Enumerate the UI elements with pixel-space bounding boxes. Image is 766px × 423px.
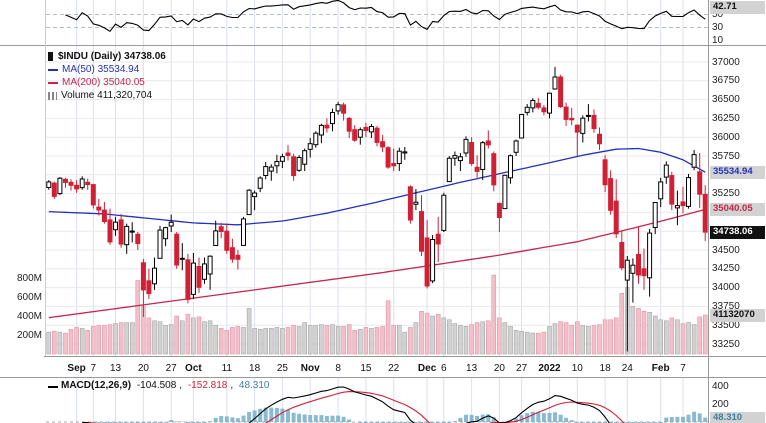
macd-signal-value: -152.818 — [187, 380, 228, 391]
price-axis-label: 36750 — [712, 75, 740, 87]
x-axis-label: 10 — [571, 363, 583, 374]
symbol-last-price: 34738.06 — [124, 51, 166, 62]
ma50-label: MA(50) — [62, 64, 95, 75]
ma200-value-badge: 35040.05 — [710, 203, 765, 217]
ma50-value: 35534.94 — [97, 64, 140, 75]
x-axis-label: 13 — [466, 363, 478, 374]
x-axis-label: 18 — [249, 363, 261, 374]
price-axis-label: 33750 — [712, 300, 740, 312]
x-axis-label: 6 — [441, 363, 447, 374]
ma200-line-icon — [48, 81, 58, 84]
x-axis-label: 13 — [109, 363, 122, 374]
price-axis-label: 34250 — [712, 263, 740, 275]
x-axis-label: 7 — [680, 363, 686, 374]
macd-line-icon — [48, 386, 58, 388]
volume-axis-label: 800M — [16, 272, 42, 284]
price-axis-label: 36500 — [712, 94, 740, 106]
volume-axis-label: 200M — [16, 329, 42, 341]
price-axis-label: 33250 — [712, 338, 740, 350]
comma1: , — [179, 380, 183, 391]
price-axis-label: 36000 — [712, 131, 740, 143]
x-axis-label: Feb — [651, 363, 670, 374]
x-axis-label: 27 — [165, 363, 177, 374]
volume-legend-row: Volume 411,320,704 — [48, 89, 166, 102]
ma200-label: MA(200) — [62, 77, 101, 88]
symbol-name: $INDU (Daily) — [58, 51, 122, 62]
macd-hist-badge: 48.310 — [710, 411, 765, 423]
last-price-badge: 34738.06 — [710, 225, 765, 239]
x-axis-label: Dec — [417, 363, 437, 374]
ma50-line-icon — [48, 68, 58, 71]
macd-axis-label: 200 — [712, 398, 729, 410]
oscillator-axis-label: 30 — [712, 22, 724, 33]
price-axis-label: 33500 — [712, 319, 740, 331]
x-axis-label: Nov — [300, 363, 320, 374]
macd-hist-value: 48.310 — [238, 380, 270, 391]
x-axis-label: 18 — [599, 363, 611, 374]
x-axis-label: 20 — [137, 363, 149, 374]
volume-axis-label: 400M — [16, 310, 42, 322]
price-axis-label: 34000 — [712, 282, 740, 294]
macd-value: -104.508 — [136, 380, 177, 391]
x-axis-label: 24 — [621, 363, 633, 374]
x-axis-label: 11 — [221, 363, 232, 374]
x-axis-label: Oct — [185, 363, 202, 374]
macd-legend: MACD(12,26,9) -104.508, -152.818, 48.310 — [48, 379, 273, 392]
price-axis-label: 35250 — [712, 188, 740, 200]
x-axis-label: 8 — [335, 363, 341, 374]
macd-axis-label: 400 — [712, 380, 729, 392]
oscillator-axis-label: 50 — [712, 9, 724, 20]
price-axis-label: 34500 — [712, 244, 740, 256]
rsi-value-badge: 42.71 — [710, 1, 765, 14]
main-chart-legend: $INDU (Daily) 34738.06 MA(50) 35534.94 M… — [48, 50, 166, 102]
symbol-legend-row: $INDU (Daily) 34738.06 — [48, 50, 166, 63]
price-axis-label: 36250 — [712, 112, 740, 124]
ma50-legend-row: MA(50) 35534.94 — [48, 63, 166, 76]
volume-axis-label: 600M — [16, 291, 42, 303]
comma2: , — [230, 380, 234, 391]
x-axis-label: 20 — [493, 363, 505, 374]
ma200-legend-row: MA(200) 35040.05 — [48, 76, 166, 89]
ma200-value: 35040.05 — [103, 77, 145, 88]
price-axis-label: 37000 — [712, 56, 740, 68]
volume-value-badge: 41132070 — [710, 309, 765, 322]
x-axis-label: 7 — [90, 363, 97, 374]
volume-value: 411,320,704 — [97, 90, 153, 101]
x-axis-label: 2022 — [538, 363, 561, 374]
volume-bars-icon — [48, 91, 57, 100]
macd-label: MACD(12,26,9) — [61, 380, 132, 391]
price-axis-label: 35750 — [712, 150, 740, 162]
candlestick-icon — [48, 52, 53, 61]
x-axis-label: 15 — [360, 363, 372, 374]
ma50-value-badge: 35534.94 — [710, 166, 765, 180]
volume-label: Volume — [61, 90, 95, 101]
x-axis-label: 22 — [388, 363, 400, 374]
oscillator-axis-label: 10 — [712, 35, 724, 46]
x-axis-label: Sep — [67, 363, 86, 374]
x-axis-label: 27 — [516, 363, 528, 374]
x-axis-label: 25 — [276, 363, 288, 374]
